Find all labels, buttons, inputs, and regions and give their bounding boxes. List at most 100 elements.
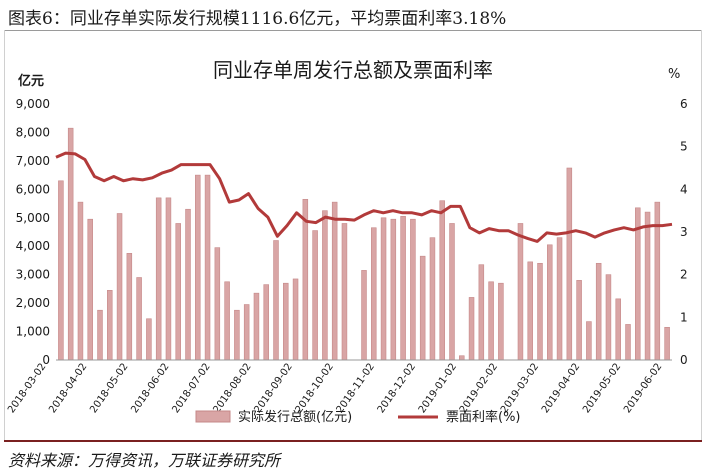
x-tick-label: 2019-01-02	[417, 361, 459, 415]
bar	[331, 201, 338, 361]
left-tick-label: 2,000	[16, 296, 50, 310]
bar	[243, 304, 250, 361]
x-tick-label: 2018-07-02	[170, 361, 212, 415]
legend-swatch-bar	[195, 410, 231, 423]
legend: 实际发行总额(亿元) 票面利率(%)	[195, 409, 521, 425]
bar	[136, 277, 142, 361]
bar	[214, 247, 221, 361]
left-tick-label: 7,000	[16, 154, 50, 168]
bar	[576, 280, 582, 361]
header-rule	[4, 30, 702, 31]
right-tick-label: 6	[680, 97, 688, 111]
source-note: 资料来源：万得资讯，万联证券研究所	[8, 451, 281, 470]
bar	[488, 281, 494, 361]
x-tick-label: 2019-06-02	[622, 361, 664, 415]
x-tick-label: 2019-04-02	[540, 361, 582, 415]
x-tick-label: 2018-08-02	[211, 361, 253, 415]
left-tick-label: 1,000	[16, 325, 50, 339]
bar	[253, 292, 260, 361]
footer-rule	[4, 440, 702, 442]
right-tick-label: 0	[680, 353, 688, 367]
bar	[185, 208, 191, 361]
bar	[527, 261, 533, 361]
bar	[517, 223, 524, 361]
bar-series	[58, 127, 670, 361]
x-tick-label: 2018-05-02	[88, 361, 130, 415]
left-tick-label: 9,000	[16, 97, 50, 111]
bar	[273, 240, 279, 361]
x-axis-ticks: 2018-03-022018-04-022018-05-022018-06-02…	[6, 361, 664, 415]
bar	[390, 218, 397, 361]
bar	[429, 237, 436, 361]
legend-label-line: 票面利率(%)	[446, 409, 521, 425]
bar	[615, 298, 621, 361]
bar	[175, 223, 181, 361]
chart-frame	[4, 30, 702, 440]
bar	[107, 290, 113, 361]
bar	[625, 324, 631, 361]
bar	[224, 281, 230, 361]
left-axis-ticks: 0 1,000 2,000 3,000 4,000 5,000 6,000 7,000 8,00…	[16, 97, 50, 367]
rate-line	[55, 151, 673, 243]
bar	[155, 197, 162, 361]
bar	[97, 309, 103, 361]
right-axis-unit: %	[668, 67, 680, 82]
chart-title: 同业存单周发行总额及票面利率	[213, 58, 493, 82]
bar	[116, 213, 123, 361]
bar	[566, 167, 573, 361]
left-tick-label: 8,000	[16, 125, 50, 139]
right-tick-label: 2	[680, 268, 688, 282]
bar	[478, 264, 485, 361]
bar	[341, 223, 348, 361]
x-tick-label: 2019-02-02	[458, 361, 500, 415]
bar	[67, 127, 74, 361]
bar	[459, 355, 465, 361]
bar	[419, 255, 426, 361]
x-tick-label: 2018-03-02	[6, 361, 48, 415]
bar	[77, 201, 84, 361]
bar	[595, 262, 602, 361]
left-tick-label: 4,000	[16, 239, 50, 253]
bar	[292, 278, 299, 361]
bar	[195, 174, 201, 361]
bar	[380, 217, 387, 361]
x-tick-label: 2018-06-02	[129, 361, 171, 415]
right-axis-ticks: 0 1 2 3 4 5 6	[680, 97, 688, 367]
bar	[556, 237, 563, 361]
left-axis-unit: 亿元	[18, 73, 44, 89]
bar	[58, 180, 64, 361]
left-tick-label: 6,000	[16, 182, 50, 196]
bar	[537, 262, 543, 361]
bar	[322, 210, 328, 361]
bar-line-chart: 同业存单周发行总额及票面利率 亿元 % 0 1,000 2,000 3,000 4,00…	[6, 58, 688, 425]
right-tick-label: 5	[680, 140, 688, 154]
legend-label-bar: 实际发行总额(亿元)	[238, 409, 352, 425]
x-tick-label: 2018-12-02	[376, 361, 418, 415]
bar	[439, 200, 445, 361]
figure-header: 图表6：同业存单实际发行规模1116.6亿元，平均票面利率3.18%	[0, 0, 706, 30]
x-tick-label: 2018-11-02	[335, 361, 377, 415]
x-tick-label: 2018-10-02	[294, 361, 336, 415]
bar	[371, 227, 377, 361]
x-tick-label: 2018-09-02	[253, 361, 295, 415]
right-tick-label: 1	[680, 310, 688, 324]
bar	[126, 253, 133, 361]
bar	[664, 326, 670, 361]
bar	[312, 230, 318, 361]
left-tick-label: 0	[42, 353, 50, 367]
bar	[644, 211, 651, 361]
right-tick-label: 4	[680, 182, 688, 196]
left-tick-label: 3,000	[16, 268, 50, 282]
bar	[410, 218, 416, 361]
figure-caption: 图表6：同业存单实际发行规模1116.6亿元，平均票面利率3.18%	[8, 9, 507, 29]
right-tick-label: 3	[680, 225, 688, 239]
bar	[87, 218, 93, 361]
bar	[302, 198, 309, 361]
x-tick-label: 2018-04-02	[47, 361, 89, 415]
bar	[586, 321, 592, 361]
bar	[400, 216, 406, 361]
left-tick-label: 5,000	[16, 211, 50, 225]
bar	[498, 282, 504, 361]
bar	[165, 197, 172, 361]
bar	[361, 270, 367, 361]
